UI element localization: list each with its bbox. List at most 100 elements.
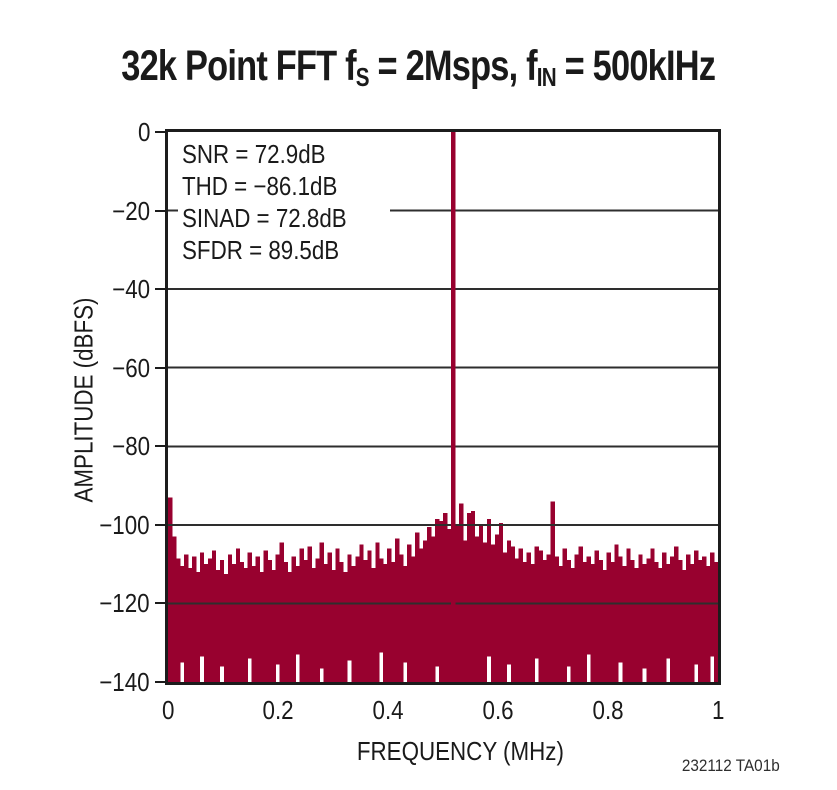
fft-bar xyxy=(299,548,304,682)
fft-bar xyxy=(574,554,579,682)
fft-bar xyxy=(694,550,699,665)
fft-bar xyxy=(446,528,452,682)
fft-bar xyxy=(331,570,336,682)
fft-bar xyxy=(247,552,253,659)
y-tick-label: −20 xyxy=(112,195,150,226)
fft-bar xyxy=(383,564,388,682)
fft-bar xyxy=(622,566,627,682)
fft-bar xyxy=(610,562,615,682)
fft-bar xyxy=(267,560,272,682)
fft-bar xyxy=(542,560,547,682)
fft-bar xyxy=(231,564,237,682)
y-tick-label: −80 xyxy=(112,431,150,462)
y-tick-mark xyxy=(155,366,165,369)
fft-bar xyxy=(335,548,340,682)
fft-bar xyxy=(275,554,280,665)
fft-bar xyxy=(323,564,328,682)
fft-bar xyxy=(311,568,316,682)
fft-bar xyxy=(630,560,635,682)
fft-bar xyxy=(327,552,332,682)
noise-floor-bars xyxy=(168,497,718,682)
fft-bar xyxy=(295,566,300,655)
fft-bar xyxy=(562,548,567,682)
chart-title-prefix: 32k Point FFT f xyxy=(121,42,357,90)
fft-bar xyxy=(179,566,185,663)
x-tick-label: 0.4 xyxy=(372,695,404,725)
fft-bar xyxy=(203,564,209,682)
fft-bar xyxy=(514,558,520,682)
fft-bar xyxy=(191,556,197,682)
x-tick-label: 0.2 xyxy=(262,695,294,725)
fft-bar xyxy=(658,568,663,682)
stat-sfdr: SFDR = 89.5dB xyxy=(182,235,340,265)
stats-annotation: SNR = 72.9dB THD = −86.1dB SINAD = 72.8d… xyxy=(178,136,390,272)
fft-bar xyxy=(387,548,392,682)
chart-title-suffix: = 500kIHz xyxy=(556,42,716,90)
fft-bar xyxy=(530,564,536,682)
fft-bar xyxy=(443,513,448,682)
fft-bar xyxy=(714,562,718,682)
fft-bar xyxy=(642,564,647,669)
fft-bar xyxy=(566,560,571,667)
fft-bar xyxy=(546,554,551,682)
fft-bar xyxy=(343,572,348,682)
footnote-label: 232112 TA01b xyxy=(682,756,780,775)
x-tick-label: 0 xyxy=(161,695,175,725)
fft-bar xyxy=(411,556,416,682)
fft-bar xyxy=(339,562,344,682)
fft-bar xyxy=(646,558,651,682)
fft-bar xyxy=(594,550,599,682)
fft-bar xyxy=(538,550,543,682)
fft-bar xyxy=(526,552,532,682)
plot-frame: SNR = 72.9dB THD = −86.1dB SINAD = 72.8d… xyxy=(165,129,721,685)
fft-bar xyxy=(654,562,659,682)
fft-bar xyxy=(407,544,412,682)
fft-bar xyxy=(187,568,193,682)
fft-bar xyxy=(614,544,619,682)
fft-bar xyxy=(415,532,420,682)
fft-bar xyxy=(598,560,603,682)
fft-bar xyxy=(698,560,703,682)
fft-bar xyxy=(251,566,257,682)
y-tick-mark xyxy=(155,209,165,212)
fft-bar xyxy=(510,546,516,682)
fft-bar xyxy=(482,542,488,682)
fft-bar xyxy=(207,558,213,682)
fft-bar xyxy=(375,542,380,682)
x-tick-label: 0.8 xyxy=(592,695,624,725)
chart-title: 32k Point FFT fS = 2Msps, fIN = 500kIHz xyxy=(0,42,837,93)
y-tick-mark xyxy=(155,602,165,605)
fundamental-spike xyxy=(450,132,456,682)
fft-bar xyxy=(168,497,173,682)
fft-bar xyxy=(494,534,500,682)
fft-bar xyxy=(359,544,364,682)
fft-bar xyxy=(271,570,276,682)
y-tick-label: −60 xyxy=(112,352,150,383)
fft-bar xyxy=(255,556,261,682)
x-tick-label: 0.6 xyxy=(482,695,514,725)
x-axis-label: FREQUENCY (MHz) xyxy=(356,736,564,766)
fft-bar xyxy=(550,501,555,682)
fft-bar xyxy=(686,554,691,682)
fft-bar xyxy=(363,560,368,682)
stat-snr: SNR = 72.9dB xyxy=(182,139,326,169)
fft-bar xyxy=(391,562,396,682)
fft-bar xyxy=(263,550,268,682)
fft-bar xyxy=(462,540,468,682)
fft-bar xyxy=(670,556,675,682)
fft-bar xyxy=(435,518,440,667)
fft-bar xyxy=(175,558,181,682)
fft-bar xyxy=(351,566,356,682)
fft-bar xyxy=(291,556,296,682)
fft-svg xyxy=(168,132,718,682)
fft-bar xyxy=(650,548,655,682)
fft-bar xyxy=(490,544,496,682)
fft-bar xyxy=(606,552,611,682)
fft-bar xyxy=(259,572,265,682)
fft-bar xyxy=(502,552,508,682)
fft-bar xyxy=(243,568,249,682)
fft-bar xyxy=(431,536,436,682)
fft-bar xyxy=(682,570,687,682)
fft-bar xyxy=(355,556,360,682)
fft-bar xyxy=(171,536,177,682)
